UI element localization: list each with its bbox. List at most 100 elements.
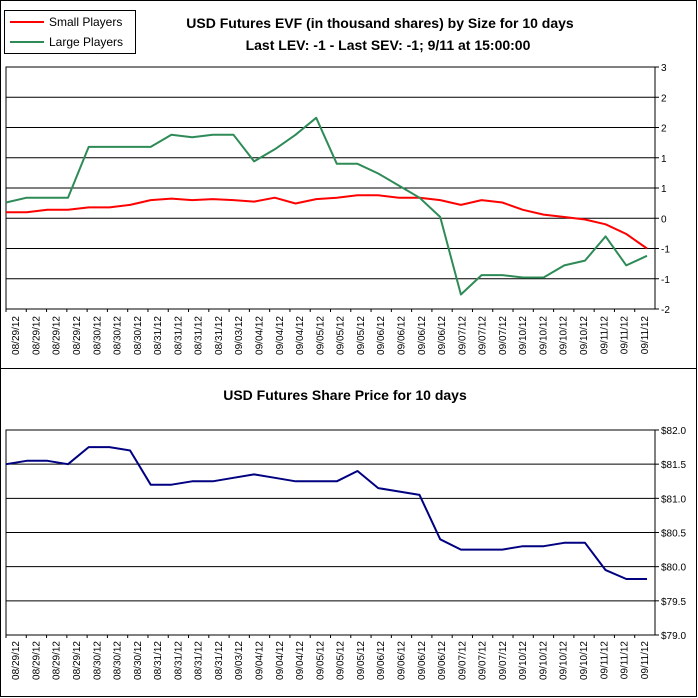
- series-line-share-price: [5, 446, 647, 580]
- top-chart-plot: [5, 116, 648, 296]
- x-tick-label: 09/05/12: [356, 641, 367, 680]
- x-tick-label: 09/11/12: [599, 641, 610, 680]
- x-tick-label: 09/10/12: [518, 316, 529, 355]
- x-tick-label: 09/10/12: [559, 316, 570, 355]
- x-tick-label: 09/10/12: [518, 641, 529, 680]
- x-tick-label: 09/05/12: [336, 316, 347, 355]
- x-tick-label: 09/07/12: [498, 316, 509, 355]
- x-tick-label: 08/30/12: [113, 641, 124, 680]
- x-tick-label: 09/04/12: [295, 641, 306, 680]
- x-tick-label: 08/29/12: [72, 641, 83, 680]
- series-line-large-players: [5, 116, 648, 296]
- bottom-chart-plot: [5, 446, 647, 580]
- y-tick-label: 2: [661, 93, 667, 104]
- top-chart-x-ticks: 08/29/12 08/29/12 08/29/12 08/29/12 08/30/12…: [11, 316, 651, 355]
- series-line-small-players: [6, 194, 648, 250]
- x-tick-label: 08/31/12: [194, 641, 205, 680]
- x-tick-label: 09/04/12: [295, 316, 306, 355]
- x-tick-label: 09/06/12: [396, 316, 407, 355]
- legend-label-small-players: Small Players: [49, 15, 122, 29]
- x-tick-label: 09/05/12: [336, 641, 347, 680]
- legend-label-large-players: Large Players: [49, 35, 123, 49]
- top-chart-y-ticks: 3 2 2 1 1 0 -1 -1 -2: [661, 63, 670, 316]
- y-tick-label: 3: [661, 63, 667, 74]
- x-tick-label: 08/31/12: [153, 641, 164, 680]
- x-tick-label: 08/29/12: [52, 641, 63, 680]
- x-tick-label: 09/11/12: [620, 641, 631, 680]
- x-tick-label: 09/11/12: [599, 316, 610, 355]
- x-tick-label: 08/31/12: [194, 316, 205, 355]
- x-tick-label: 08/31/12: [214, 316, 225, 355]
- x-tick-label: 09/07/12: [498, 641, 509, 680]
- x-tick-label: 08/31/12: [214, 641, 225, 680]
- x-tick-label: 08/30/12: [113, 316, 124, 355]
- legend-box: [4, 10, 136, 54]
- x-tick-label: 09/11/12: [640, 641, 651, 680]
- x-tick-label: 09/06/12: [396, 641, 407, 680]
- x-tick-label: 09/06/12: [417, 641, 428, 680]
- x-tick-label: 09/03/12: [234, 641, 245, 680]
- y-tick-label: $82.0: [661, 426, 686, 437]
- x-tick-label: 09/04/12: [255, 316, 266, 355]
- top-chart-legend: Small Players Large Players: [4, 10, 136, 54]
- x-tick-label: 09/04/12: [275, 641, 286, 680]
- x-tick-label: 08/29/12: [52, 316, 63, 355]
- x-tick-label: 09/05/12: [315, 316, 326, 355]
- x-tick-label: 09/11/12: [640, 316, 651, 355]
- top-chart-title: USD Futures EVF (in thousand shares) by …: [186, 15, 574, 31]
- x-tick-label: 08/30/12: [133, 641, 144, 680]
- y-tick-label: $79.0: [661, 631, 686, 642]
- y-tick-label: $80.0: [661, 563, 686, 574]
- x-tick-label: 09/04/12: [255, 641, 266, 680]
- x-tick-label: 09/10/12: [538, 316, 549, 355]
- x-tick-label: 09/06/12: [376, 641, 387, 680]
- y-tick-label: 1: [661, 154, 667, 165]
- x-tick-label: 09/10/12: [579, 641, 590, 680]
- bottom-chart-frame: [0, 368, 697, 697]
- bottom-chart-title: USD Futures Share Price for 10 days: [223, 387, 467, 403]
- x-tick-label: 08/31/12: [153, 316, 164, 355]
- x-tick-label: 08/29/12: [31, 316, 42, 355]
- y-tick-label: 0: [661, 214, 667, 225]
- bottom-chart-gridlines: [5, 429, 659, 638]
- x-tick-label: 08/30/12: [133, 316, 144, 355]
- x-tick-label: 08/31/12: [173, 641, 184, 680]
- x-tick-label: 08/30/12: [92, 316, 103, 355]
- x-tick-label: 08/30/12: [92, 641, 103, 680]
- y-tick-label: 1: [661, 184, 667, 195]
- bottom-chart-y-ticks: $82.0 $81.5 $81.0 $80.5 $80.0 $79.5 $79.0: [661, 426, 686, 642]
- y-tick-label: $81.5: [661, 460, 686, 471]
- y-tick-label: -1: [661, 245, 670, 256]
- x-tick-label: 09/10/12: [559, 641, 570, 680]
- top-chart-frame: [0, 0, 697, 369]
- x-tick-label: 09/10/12: [579, 316, 590, 355]
- x-tick-label: 09/06/12: [437, 641, 448, 680]
- x-tick-label: 09/06/12: [417, 316, 428, 355]
- x-tick-label: 08/29/12: [11, 316, 22, 355]
- x-tick-label: 09/06/12: [437, 316, 448, 355]
- x-tick-label: 09/07/12: [457, 641, 468, 680]
- y-tick-label: $79.5: [661, 597, 686, 608]
- top-chart-subtitle: Last LEV: -1 - Last SEV: -1; 9/11 at 15:…: [246, 37, 531, 53]
- x-tick-label: 08/29/12: [31, 641, 42, 680]
- top-chart-gridlines: [5, 66, 659, 312]
- x-tick-label: 08/29/12: [11, 641, 22, 680]
- bottom-chart-x-ticks: 08/29/12 08/29/12 08/29/12 08/29/12 08/30/12…: [11, 641, 651, 680]
- x-tick-label: 09/05/12: [315, 641, 326, 680]
- y-tick-label: $81.0: [661, 494, 686, 505]
- x-tick-label: 09/11/12: [620, 316, 631, 355]
- x-tick-label: 09/07/12: [478, 641, 489, 680]
- y-tick-label: -1: [661, 275, 670, 286]
- x-tick-label: 08/29/12: [72, 316, 83, 355]
- x-tick-label: 09/10/12: [538, 641, 549, 680]
- x-tick-label: 09/06/12: [376, 316, 387, 355]
- x-tick-label: 09/05/12: [356, 316, 367, 355]
- y-tick-label: 2: [661, 124, 667, 135]
- x-tick-label: 09/04/12: [275, 316, 286, 355]
- x-tick-label: 09/03/12: [234, 316, 245, 355]
- x-tick-label: 09/07/12: [457, 316, 468, 355]
- y-tick-label: $80.5: [661, 529, 686, 540]
- y-tick-label: -2: [661, 305, 670, 316]
